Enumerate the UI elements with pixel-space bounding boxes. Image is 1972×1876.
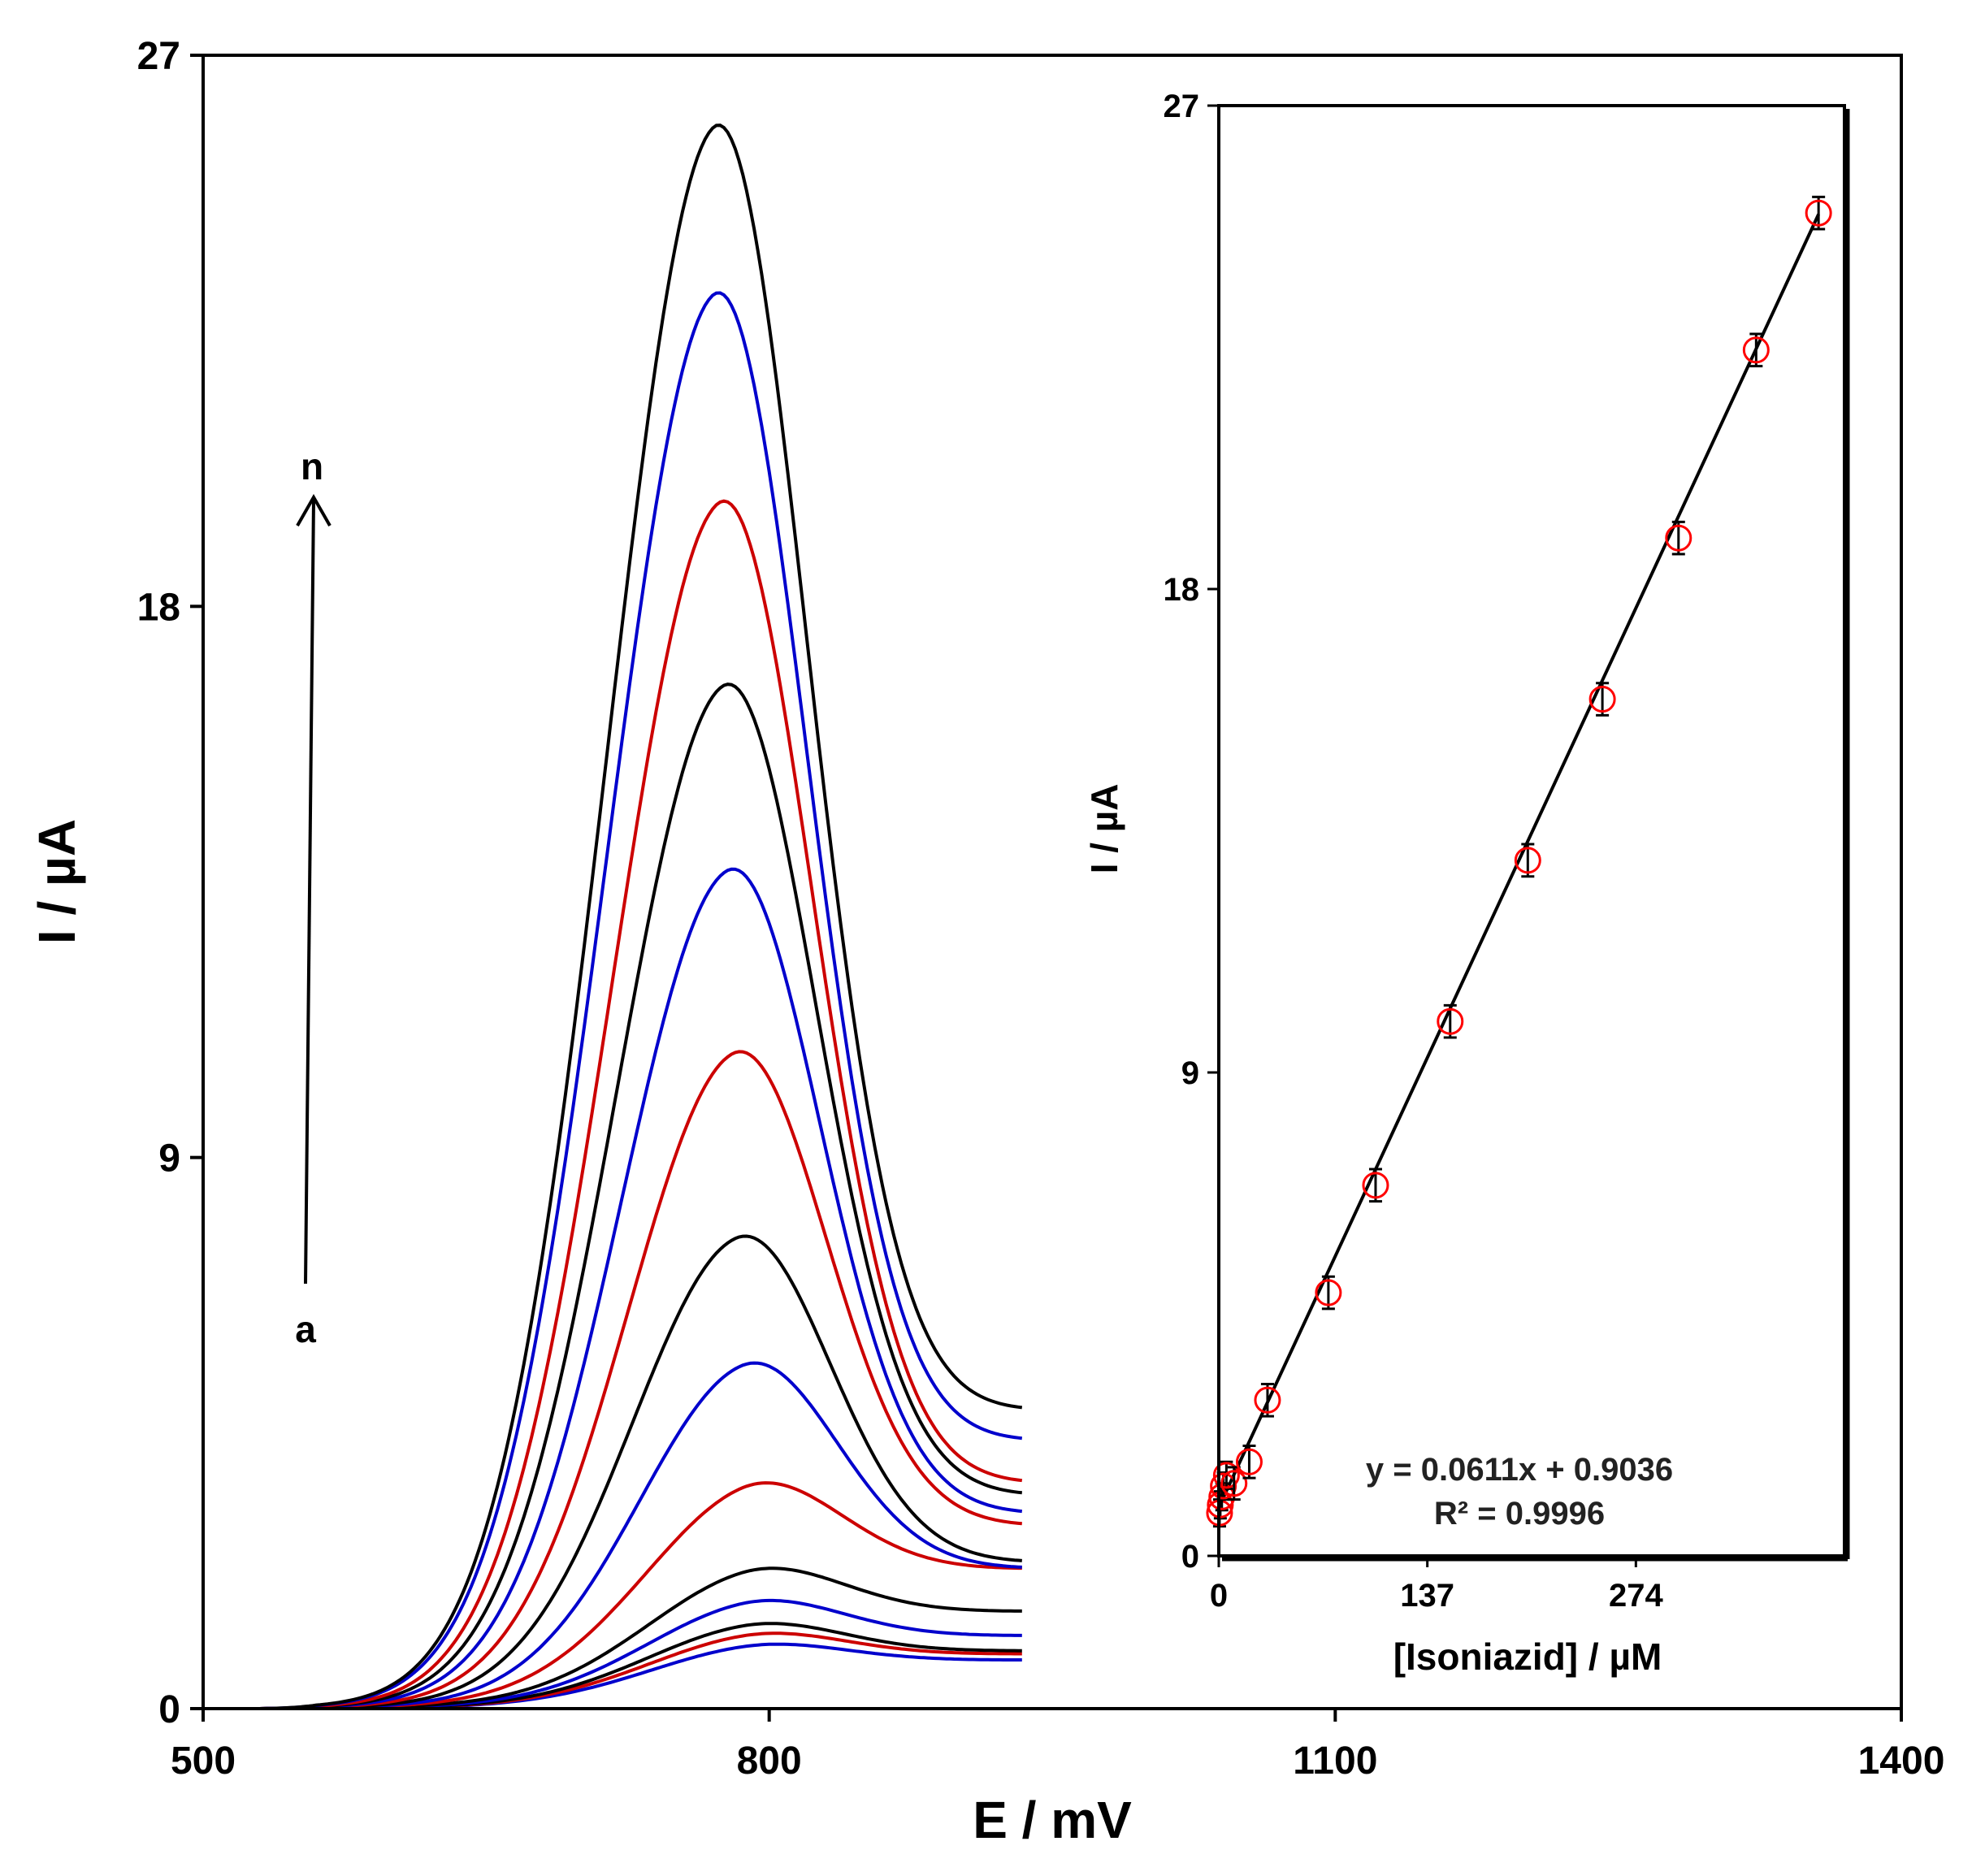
inset-ticks: 0 137 274 0 9 18 27 [1164, 89, 1664, 1614]
concentration-arrow: n a [295, 445, 332, 1350]
inset-y-axis-label: I / µA [1083, 784, 1125, 874]
inset-data-point-14 [1742, 336, 1770, 364]
main-y-tick-label-27: 27 [137, 35, 180, 78]
inset-data-point-8 [1315, 1279, 1342, 1306]
main-plot-frame [202, 54, 1903, 1710]
main-curves [259, 123, 1023, 1710]
fit-r-squared: R² = 0.9996 [1434, 1496, 1605, 1532]
inset-y-tick-label-0: 0 [1181, 1539, 1199, 1575]
voltammogram-k [259, 682, 1023, 1710]
inset-y-tick-label-18: 18 [1164, 572, 1200, 608]
inset-points [1206, 195, 1832, 1528]
voltammogram-n [259, 123, 1023, 1710]
voltammogram-h [259, 1234, 1022, 1710]
inset-data-point-10 [1437, 1007, 1464, 1035]
inset-x-tick-label-274: 274 [1609, 1578, 1663, 1614]
inset-y-tick-label-27: 27 [1164, 89, 1200, 124]
inset-data-point-6 [1235, 1448, 1263, 1475]
main-x-tick-label-800: 800 [737, 1740, 802, 1783]
inset-plot-frame [1217, 104, 1846, 1558]
inset-data-point-9 [1362, 1172, 1389, 1199]
main-y-tick-label-9: 9 [158, 1137, 180, 1181]
main-x-tick-label-1100: 1100 [1293, 1740, 1377, 1783]
main-y-axis-label: I / µA [28, 819, 86, 944]
main-ticks: 500 800 1100 1400 0 9 18 27 [137, 35, 1945, 1783]
arrow-start-label: a [295, 1308, 316, 1350]
main-x-axis-label: E / mV [973, 1791, 1132, 1849]
main-chart: 500 800 1100 1400 0 9 18 27 E / mV I / µA n a [28, 35, 1944, 1849]
inset-y-tick-label-9: 9 [1181, 1055, 1199, 1091]
inset-data-point-5 [1220, 1470, 1248, 1497]
voltammogram-e [259, 1566, 1022, 1710]
inset-data-point-15 [1805, 199, 1832, 227]
inset-data-point-4 [1212, 1462, 1240, 1489]
inset-x-tick-label-0: 0 [1210, 1578, 1228, 1614]
main-y-tick-label-18: 18 [137, 586, 180, 629]
main-x-tick-label-1400: 1400 [1858, 1740, 1945, 1783]
arrow-head [296, 493, 332, 526]
inset-data-point-7 [1254, 1386, 1281, 1414]
inset-data-point-3 [1210, 1472, 1237, 1500]
fit-equation: y = 0.0611x + 0.9036 [1366, 1452, 1673, 1488]
inset-x-tick-label-137: 137 [1400, 1578, 1454, 1614]
arrow-shaft [304, 499, 315, 1285]
main-x-tick-label-500: 500 [171, 1740, 236, 1783]
voltammogram-i [259, 1050, 1022, 1710]
inset-data-point-13 [1665, 524, 1692, 552]
inset-fit-line [1217, 213, 1820, 1509]
inset-chart: 0 137 274 0 9 18 27 [Isoniazid] / µM I / µA y … [1083, 89, 1850, 1678]
voltammogram-l [259, 499, 1023, 1710]
inset-data-point-12 [1588, 686, 1616, 713]
inset-x-axis-label: [Isoniazid] / µM [1393, 1636, 1662, 1678]
inset-data-point-11 [1514, 847, 1541, 874]
arrow-end-label: n [301, 445, 323, 487]
voltammogram-j [259, 867, 1023, 1710]
inset-fit-line-group [1217, 213, 1820, 1509]
voltammogram-m [259, 291, 1023, 1710]
main-y-tick-label-0: 0 [158, 1688, 180, 1731]
